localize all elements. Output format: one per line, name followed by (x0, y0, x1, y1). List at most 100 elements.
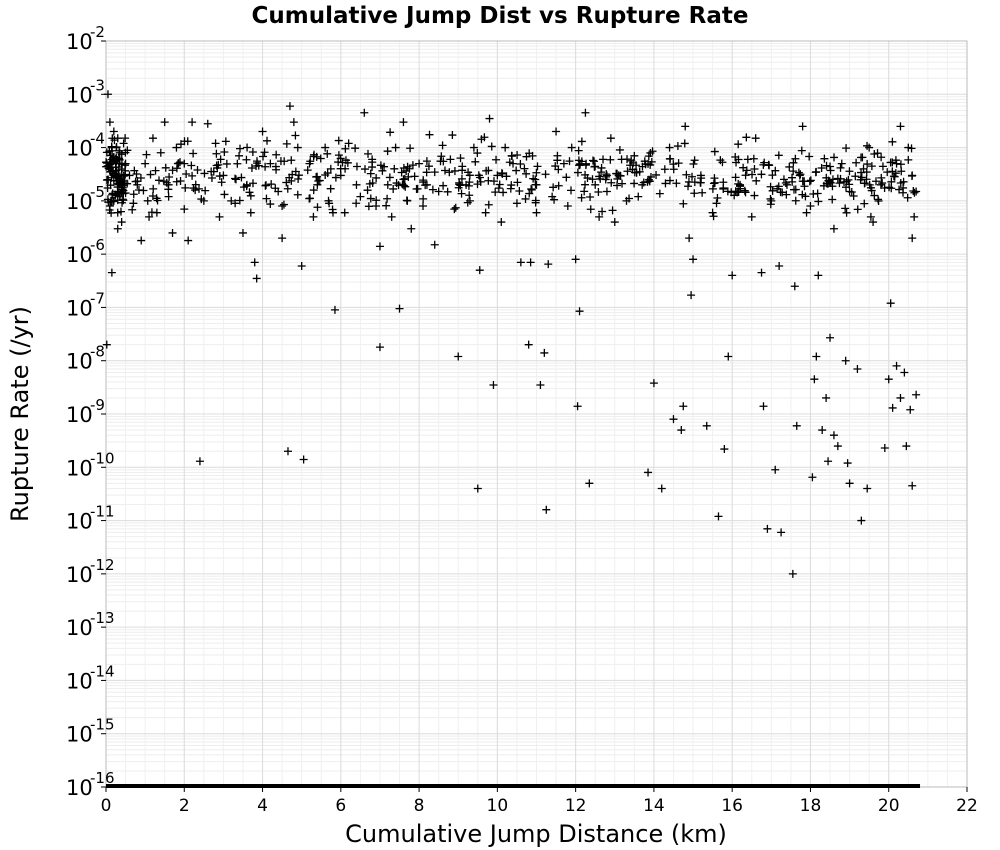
data-point (305, 159, 314, 168)
data-point (860, 179, 869, 188)
data-point (419, 202, 428, 211)
data-point (401, 182, 410, 191)
data-point (845, 479, 854, 488)
data-point (222, 159, 231, 168)
data-point (430, 240, 439, 249)
data-point (422, 180, 431, 189)
data-point (282, 139, 291, 148)
y-tick-label: 10 (66, 83, 93, 107)
data-point (274, 187, 283, 196)
data-point (638, 180, 647, 189)
data-point (759, 402, 768, 411)
y-tick-label: 10 (66, 243, 93, 267)
data-point (829, 431, 838, 440)
data-point (548, 192, 557, 201)
data-point (823, 179, 832, 188)
data-point (407, 224, 416, 233)
data-point (235, 196, 244, 205)
y-tick-label: 10 (66, 190, 93, 214)
data-point (428, 185, 437, 194)
data-point (577, 137, 586, 146)
data-point (696, 171, 705, 180)
data-point (231, 199, 240, 208)
data-point (822, 393, 831, 402)
data-point (232, 175, 240, 184)
data-point (102, 148, 111, 157)
data-point (912, 187, 921, 196)
data-point (291, 131, 300, 140)
data-point (494, 184, 503, 193)
data-point (469, 143, 478, 152)
data-point (615, 145, 624, 154)
data-point (757, 268, 766, 277)
data-point (107, 268, 116, 277)
data-point (806, 176, 815, 185)
data-point (536, 381, 545, 390)
data-point (220, 147, 229, 156)
y-tick-exponent: -3 (90, 76, 105, 94)
data-point (652, 170, 661, 179)
data-point (344, 139, 353, 148)
data-point (736, 180, 745, 189)
y-tick-exponent: -5 (90, 183, 105, 201)
data-point (372, 173, 381, 182)
data-point (221, 137, 230, 146)
data-point (867, 186, 876, 195)
data-point (532, 180, 541, 189)
y-tick-label: 10 (66, 403, 93, 427)
data-point (498, 169, 507, 178)
data-point (644, 175, 653, 184)
data-point (272, 150, 281, 159)
data-point (385, 173, 394, 182)
data-point (908, 481, 917, 490)
data-point (115, 148, 124, 157)
data-point (334, 136, 343, 145)
data-point (634, 192, 643, 201)
data-point (408, 161, 417, 170)
data-point (857, 516, 866, 525)
data-point (779, 175, 788, 184)
x-tick-label: 2 (179, 796, 190, 816)
data-point (573, 402, 582, 411)
data-point (857, 168, 866, 177)
data-point (321, 143, 330, 152)
data-point (741, 171, 750, 180)
data-point (527, 185, 536, 194)
data-point (877, 173, 886, 182)
data-point (168, 166, 177, 175)
data-point (487, 142, 496, 151)
data-point (871, 177, 880, 186)
data-point (743, 155, 752, 164)
x-tick-label: 18 (800, 796, 822, 816)
x-axis-label: Cumulative Jump Distance (km) (345, 820, 727, 848)
data-point (336, 164, 345, 173)
data-point (585, 479, 594, 488)
data-point (677, 426, 686, 435)
data-point (724, 352, 733, 361)
data-point (513, 150, 522, 159)
data-point (217, 178, 226, 187)
data-point (734, 179, 743, 188)
data-point (797, 146, 806, 155)
y-tick-exponent: -9 (90, 396, 105, 414)
data-point (305, 194, 314, 203)
data-point (516, 258, 525, 267)
data-point (375, 343, 384, 352)
data-point (896, 122, 905, 131)
data-point (352, 180, 361, 189)
data-point (509, 159, 518, 168)
data-point (531, 198, 540, 207)
data-point (121, 189, 130, 198)
data-point (172, 164, 181, 173)
data-point (326, 164, 335, 173)
data-point (867, 162, 876, 171)
data-point (565, 157, 574, 166)
data-point (246, 191, 255, 200)
data-point (113, 134, 122, 143)
data-point (137, 236, 146, 245)
data-point (822, 161, 831, 170)
data-point (763, 524, 772, 533)
data-point (402, 166, 411, 175)
data-point (235, 151, 244, 160)
